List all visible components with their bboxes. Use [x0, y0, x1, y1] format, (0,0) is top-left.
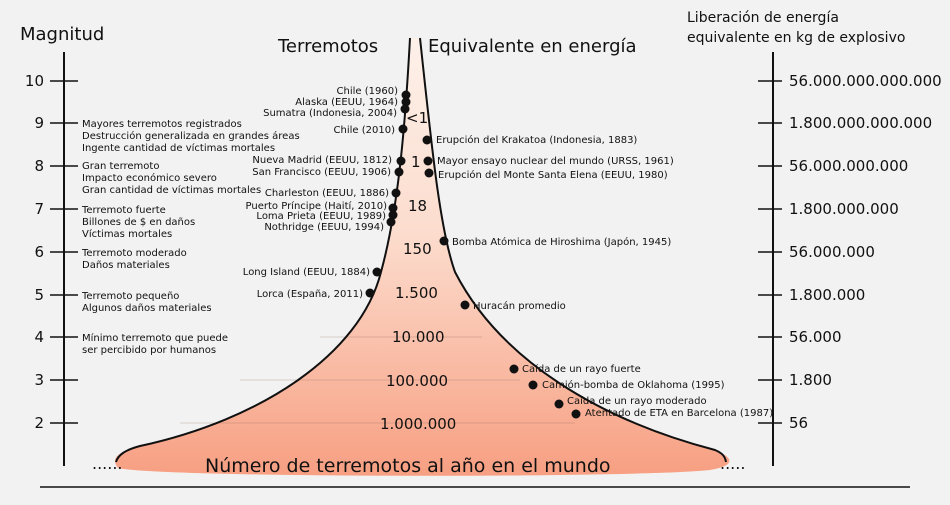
energy-equivalent-title: Equivalente en energía	[428, 36, 637, 57]
descriptions: Mayores terremotos registrados Destrucci…	[81, 119, 300, 356]
event-dot	[394, 167, 404, 177]
event-long-island-1884: Long Island (EEUU, 1884)	[243, 267, 370, 278]
event-sumatra-2004: Sumatra (Indonesia, 2004)	[263, 108, 397, 119]
event-dot	[391, 188, 401, 198]
magnitude-label-9: 9	[34, 114, 44, 132]
event-dot	[423, 156, 433, 166]
event-dot	[365, 288, 375, 298]
magnitude-label-5: 5	[34, 286, 44, 304]
magnitude-label-2: 2	[34, 414, 44, 432]
event-chile-1960: Chile (1960)	[337, 86, 399, 97]
event-san-francisco-1906: San Francisco (EEUU, 1906)	[252, 167, 391, 178]
event-dot	[388, 210, 398, 220]
event-eta-barcelona-1987: Atentado de ETA en Barcelona (1987)	[585, 408, 773, 419]
event-alaska-1964: Alaska (EEUU, 1964)	[295, 97, 398, 108]
desc-m9-line3: Ingente cantidad de víctimas mortales	[82, 142, 275, 154]
desc-m5-line2: Algunos daños materiales	[82, 303, 212, 314]
count-100000: 100.000	[386, 372, 448, 390]
desc-m7-line3: Víctimas mortales	[82, 228, 172, 240]
event-dot	[439, 236, 449, 246]
count-1000000: 1.000.000	[380, 415, 456, 433]
energy-label: 56	[789, 414, 808, 432]
energy-label: 56.000	[789, 328, 842, 346]
event-huracan: Huracán promedio	[473, 300, 566, 312]
event-dot	[424, 168, 434, 178]
magnitude-label-7: 7	[34, 200, 44, 218]
event-puerto-principe-2010: Puerto Príncipe (Haití, 2010)	[246, 200, 388, 212]
energy-label: 56.000.000.000.000	[789, 72, 942, 90]
desc-m8-line2: Impacto económico severo	[82, 172, 217, 184]
yearly-counts: <1 1 18 150 1.500 10.000 100.000 1.000.0…	[380, 109, 456, 433]
cone-fill	[114, 38, 730, 476]
count-150: 150	[403, 240, 432, 258]
right-events: Erupción del Krakatoa (Indonesia, 1883) …	[422, 134, 773, 419]
cone-left-edge	[115, 37, 411, 463]
left-events: Chile (1960) Alaska (EEUU, 1964) Sumatra…	[243, 86, 411, 300]
event-krakatoa-1883: Erupción del Krakatoa (Indonesia, 1883)	[436, 134, 637, 146]
energy-label: 1.800.000.000	[789, 200, 899, 218]
count-10000: 10.000	[392, 328, 445, 346]
energy-label: 1.800.000	[789, 286, 865, 304]
energy-label: 56.000.000.000	[789, 157, 908, 175]
desc-m9-line2: Destrucción generalizada en grandes área…	[82, 130, 300, 142]
count-18: 18	[408, 197, 427, 215]
magnitude-label-6: 6	[34, 243, 44, 261]
desc-m6-line1: Terremoto moderado	[81, 248, 187, 259]
desc-m6-line2: Daños materiales	[82, 260, 170, 271]
cone-right-edge	[419, 37, 727, 463]
event-dot	[401, 97, 411, 107]
magnitude-title: Magnitud	[20, 24, 104, 45]
desc-m4-line2: ser percibido por humanos	[82, 345, 216, 356]
magnitude-label-4: 4	[34, 328, 44, 346]
count-1500: 1.500	[395, 284, 438, 302]
desc-m5-line1: Terremoto pequeño	[81, 291, 179, 302]
magnitude-label-8: 8	[34, 157, 44, 175]
event-dot	[401, 90, 411, 100]
event-nothridge-1994: Nothridge (EEUU, 1994)	[264, 222, 384, 233]
count-lt1: <1	[406, 109, 428, 127]
event-dot	[396, 156, 406, 166]
event-lorca-2011: Lorca (España, 2011)	[257, 289, 363, 300]
desc-m4-line1: Mínimo terremoto que puede	[82, 332, 228, 344]
event-rayo-moderado: Caída de un rayo moderado	[567, 395, 707, 407]
desc-m8-line3: Gran cantidad de víctimas mortales	[82, 184, 261, 196]
event-hiroshima-1945: Bomba Atómica de Hiroshima (Japón, 1945)	[452, 236, 671, 248]
magnitude-label-10: 10	[25, 72, 44, 90]
magnitude-label-3: 3	[34, 371, 44, 389]
event-santa-elena-1980: Erupción del Monte Santa Elena (EEUU, 19…	[438, 169, 668, 181]
desc-m7-line2: Billones de $ en daños	[82, 217, 195, 228]
event-dot	[571, 409, 581, 419]
event-dot	[388, 203, 398, 213]
energy-release-title-line1: Liberación de energía	[687, 10, 839, 26]
right-dots: .....	[720, 454, 745, 473]
desc-m9-line1: Mayores terremotos registrados	[82, 119, 242, 130]
event-dot	[398, 124, 408, 134]
event-oklahoma-1995: Camión-bomba de Oklahoma (1995)	[542, 379, 725, 391]
event-nuclear-test-1961: Mayor ensayo nuclear del mundo (URSS, 19…	[437, 156, 674, 167]
energy-release-title-line2: equivalente en kg de explosivo	[687, 30, 905, 46]
event-dot	[509, 364, 519, 374]
left-dots: ......	[92, 454, 123, 473]
desc-m8-line1: Gran terremoto	[82, 161, 159, 172]
event-dot	[528, 380, 538, 390]
bottom-title: Número de terremotos al año en el mundo	[205, 455, 611, 477]
event-rayo-fuerte: Caída de un rayo fuerte	[522, 363, 641, 375]
event-nueva-madrid-1812: Nueva Madrid (EEUU, 1812)	[252, 155, 392, 166]
earthquakes-title: Terremotos	[277, 36, 378, 57]
energy-label: 1.800.000.000.000	[789, 114, 932, 132]
event-dot	[460, 300, 470, 310]
event-chile-2010: Chile (2010)	[334, 125, 396, 136]
event-dot	[400, 104, 410, 114]
desc-m7-line1: Terremoto fuerte	[81, 205, 166, 216]
event-charleston-1886: Charleston (EEUU, 1886)	[265, 188, 389, 199]
event-dot	[554, 399, 564, 409]
event-dot	[422, 135, 432, 145]
event-dot	[386, 217, 396, 227]
energy-label: 56.000.000	[789, 243, 875, 261]
event-dot	[372, 267, 382, 277]
energy-label: 1.800	[789, 371, 832, 389]
count-1: 1	[411, 153, 421, 171]
event-loma-prieta-1989: Loma Prieta (EEUU, 1989)	[256, 211, 386, 222]
